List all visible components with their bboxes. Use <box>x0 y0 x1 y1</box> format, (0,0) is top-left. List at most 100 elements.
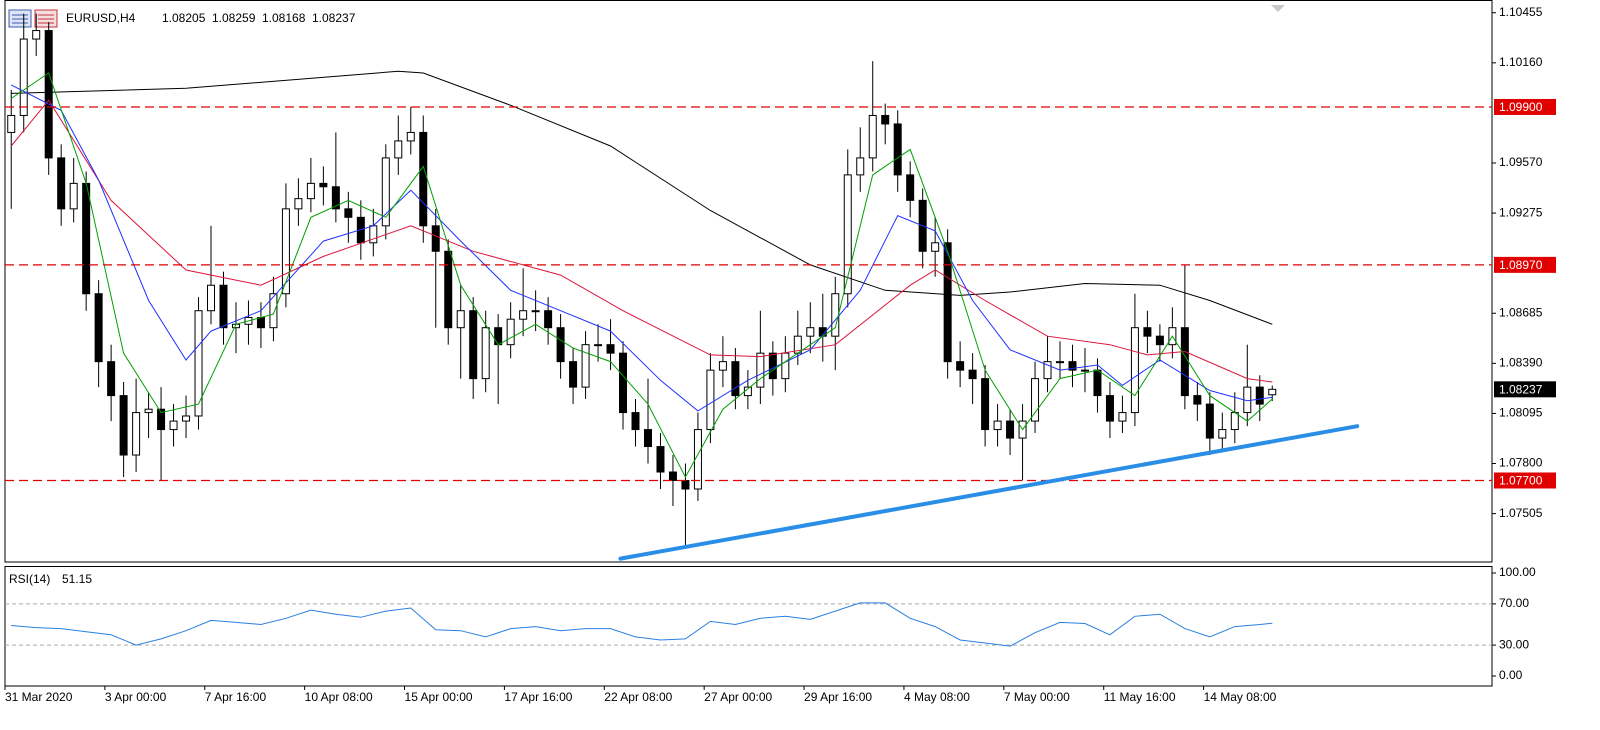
candle-body <box>693 429 702 490</box>
candle-body <box>1006 420 1015 439</box>
candle-body <box>194 310 203 417</box>
x-tick-label: 4 May 08:00 <box>904 690 970 704</box>
candle-body <box>1193 395 1202 405</box>
x-tick-label: 27 Apr 00:00 <box>704 690 772 704</box>
candle-body <box>868 114 877 159</box>
candle-body <box>768 352 777 380</box>
header-high: 1.08259 <box>212 11 256 25</box>
candle-body <box>931 242 940 252</box>
x-tick-label: 22 Apr 08:00 <box>604 690 672 704</box>
candle-body <box>756 352 765 388</box>
candle-body <box>82 182 91 295</box>
candle-body <box>531 310 540 313</box>
x-tick-label: 7 May 00:00 <box>1004 690 1070 704</box>
candle-body <box>331 186 340 210</box>
candle-body <box>619 352 628 414</box>
candle-body <box>69 182 78 210</box>
candle-body <box>32 30 41 40</box>
header-open: 1.08205 <box>162 11 206 25</box>
candle-body <box>481 327 490 380</box>
header-low: 1.08168 <box>262 11 306 25</box>
candle-body <box>281 208 290 295</box>
symbol-title: EURUSD,H4 <box>66 11 136 25</box>
y-tick-label: 1.07505 <box>1499 506 1543 520</box>
candle-body <box>569 361 578 388</box>
x-tick-label: 29 Apr 16:00 <box>804 690 872 704</box>
x-tick-label: 7 Apr 16:00 <box>205 690 267 704</box>
candle-body <box>781 352 790 380</box>
candle-body <box>506 318 515 346</box>
candle-body <box>169 420 178 431</box>
candle-body <box>806 327 815 337</box>
candle-body <box>1068 361 1077 371</box>
candle-body <box>706 369 715 431</box>
level-label: 1.08970 <box>1499 258 1543 272</box>
candle-body <box>1205 403 1214 439</box>
y-tick-label: 1.08095 <box>1499 406 1543 420</box>
moving-average <box>10 72 1273 479</box>
x-tick-label: 17 Apr 16:00 <box>504 690 572 704</box>
candle-body <box>1230 412 1239 431</box>
candle-body <box>681 480 690 490</box>
rsi-title: RSI(14) <box>9 572 50 586</box>
candle-body <box>656 446 665 473</box>
candle-body <box>1155 335 1164 346</box>
y-tick-label: 1.09570 <box>1499 155 1543 169</box>
chart-icon <box>8 9 58 28</box>
candle-body <box>606 344 615 354</box>
candle-body <box>381 157 390 227</box>
candle-body <box>643 429 652 448</box>
trendline <box>618 424 1360 561</box>
candle-body <box>219 284 228 329</box>
candle-body <box>431 225 440 252</box>
candle-body <box>419 131 428 227</box>
candle-body <box>207 284 216 312</box>
candle-body <box>469 310 478 380</box>
level-label: 1.09900 <box>1499 100 1543 114</box>
candle-body <box>881 114 890 125</box>
y-tick-label: 1.07800 <box>1499 456 1543 470</box>
candle-body <box>631 412 640 431</box>
candle-body <box>444 250 453 329</box>
shift-marker <box>1271 5 1285 12</box>
last-price-label: 1.08237 <box>1499 382 1543 396</box>
level-label-box <box>1494 256 1556 273</box>
y-tick-label: 1.08390 <box>1499 356 1543 370</box>
candle-body <box>57 157 66 210</box>
candle-body <box>544 310 553 329</box>
candle-body <box>182 415 191 422</box>
candle-body <box>1130 327 1139 414</box>
candle-body <box>7 114 16 133</box>
level-label-box <box>1494 98 1556 115</box>
rsi-value: 51.15 <box>62 572 92 586</box>
candle-body <box>968 369 977 380</box>
moving-average <box>10 99 1273 383</box>
candle-body <box>132 412 141 456</box>
y-tick-label: 0.00 <box>1499 668 1523 682</box>
candle-body <box>956 361 965 371</box>
candle-body <box>19 38 28 116</box>
x-tick-label: 31 Mar 2020 <box>5 690 73 704</box>
candle-body <box>1118 412 1127 422</box>
x-tick-label: 15 Apr 00:00 <box>405 690 473 704</box>
candle-body <box>1043 361 1052 380</box>
candle-body <box>107 361 116 397</box>
rsi-line <box>11 602 1273 647</box>
y-tick-label: 100.00 <box>1499 565 1536 579</box>
candle-body <box>344 208 353 218</box>
candle-body <box>1180 327 1189 397</box>
x-tick-label: 14 May 08:00 <box>1204 690 1277 704</box>
candle-body <box>1143 327 1152 337</box>
candle-body <box>306 182 315 200</box>
moving-average <box>10 84 1273 412</box>
candle-body <box>157 408 166 431</box>
candle-body <box>981 378 990 431</box>
candle-body <box>519 310 528 320</box>
candle-body <box>44 30 53 159</box>
candle-body <box>1255 386 1264 405</box>
candle-body <box>893 123 902 176</box>
level-label-box <box>1494 472 1556 489</box>
rsi-panel-frame <box>4 566 1493 687</box>
candle-body <box>456 310 465 329</box>
